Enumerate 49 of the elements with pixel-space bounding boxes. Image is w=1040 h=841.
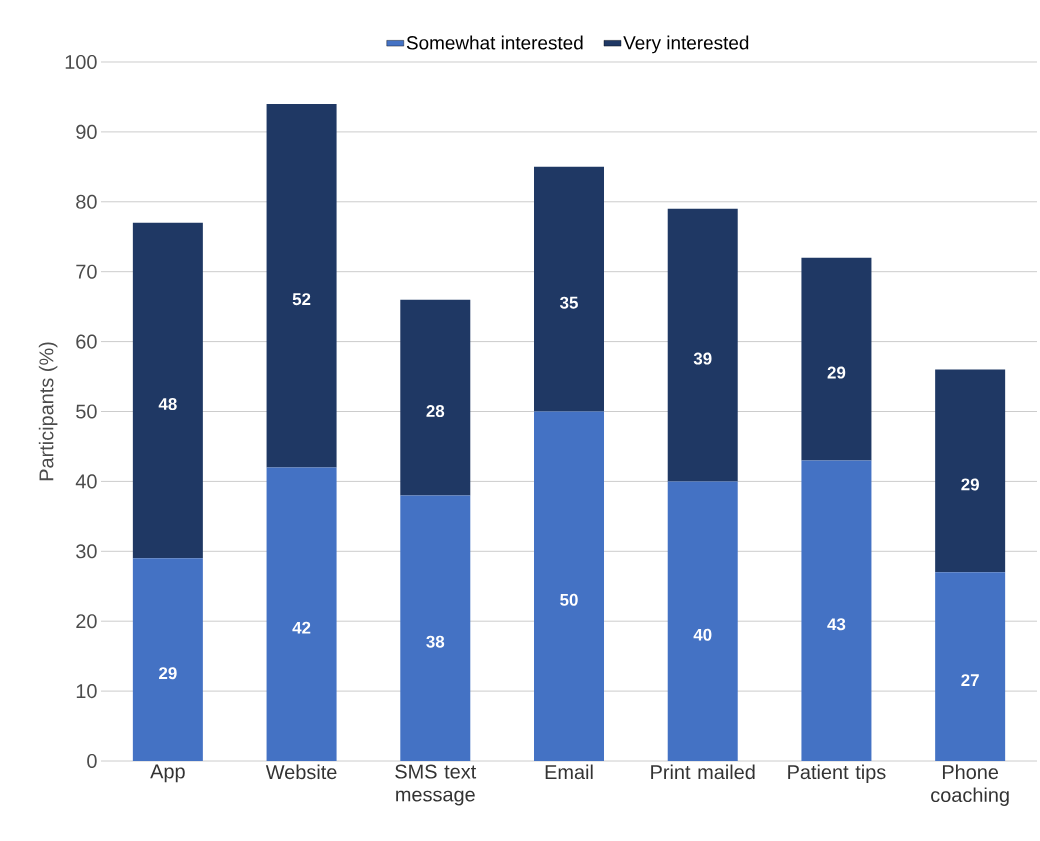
y-tick-label: 0 xyxy=(87,753,97,769)
bar xyxy=(801,460,872,761)
data-label: 29 xyxy=(961,478,979,491)
bar xyxy=(935,572,1006,761)
data-label: 40 xyxy=(693,628,712,641)
x-tick-label: Patient tips xyxy=(788,764,886,784)
x-tick-label: Website xyxy=(265,764,337,780)
data-label: 52 xyxy=(292,293,311,306)
bar xyxy=(534,411,604,761)
y-axis-title: Participants (%) xyxy=(38,342,58,481)
data-label: 43 xyxy=(827,618,846,631)
y-tick-label: 90 xyxy=(76,124,97,139)
data-label: 29 xyxy=(159,667,177,680)
bar xyxy=(266,467,337,761)
data-label: 27 xyxy=(961,674,979,686)
y-tick-label: 100 xyxy=(65,54,97,70)
y-tick-label: 20 xyxy=(76,614,97,629)
y-tick-label: 50 xyxy=(76,404,97,419)
bar xyxy=(132,222,203,559)
x-tick-label: Phone coaching xyxy=(931,764,1009,807)
data-label: 38 xyxy=(426,635,445,648)
bar xyxy=(667,481,738,761)
bar xyxy=(801,257,872,461)
x-tick-label: SMS text message xyxy=(395,764,477,806)
data-label: 50 xyxy=(560,593,578,606)
data-label: 39 xyxy=(693,352,712,365)
data-label: 48 xyxy=(158,398,177,411)
y-tick-label: 30 xyxy=(76,544,97,559)
y-tick-label: 60 xyxy=(76,334,97,349)
y-tick-label: 80 xyxy=(76,194,97,209)
bar xyxy=(534,166,604,412)
data-label: 42 xyxy=(292,621,311,634)
data-label: 28 xyxy=(426,405,445,418)
x-tick-label: App xyxy=(150,764,185,783)
y-tick-label: 70 xyxy=(76,264,97,279)
data-label: 35 xyxy=(559,296,578,309)
bar xyxy=(400,495,471,761)
bar xyxy=(132,558,203,761)
x-tick-label: Email xyxy=(545,764,593,780)
data-label: 29 xyxy=(827,366,846,379)
legend-label: Somewhat interested xyxy=(406,35,583,50)
x-tick-label: Print mailed xyxy=(651,764,755,780)
y-tick-label: 10 xyxy=(76,684,97,699)
y-tick-label: 40 xyxy=(75,474,97,489)
bar xyxy=(667,208,738,482)
bar xyxy=(400,299,471,496)
bar xyxy=(935,369,1006,573)
bar xyxy=(266,103,337,468)
legend-label: Very interested xyxy=(623,35,749,54)
